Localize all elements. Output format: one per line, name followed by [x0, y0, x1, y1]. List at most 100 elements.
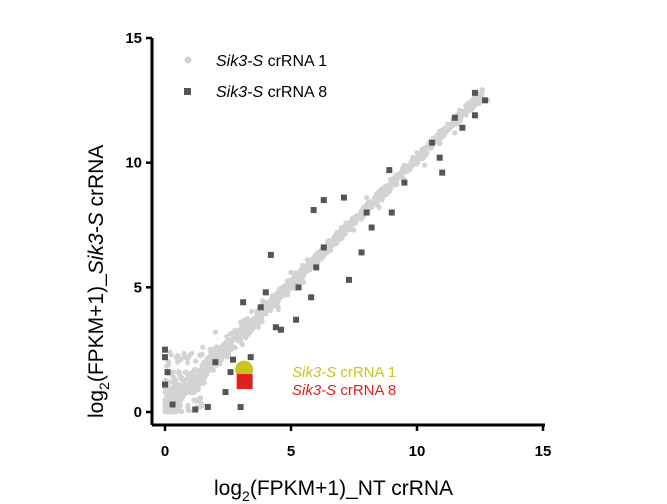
point-crrna1: [203, 358, 209, 364]
point-crrna1: [307, 262, 313, 268]
point-crrna1: [164, 399, 171, 405]
point-crrna1: [189, 369, 195, 375]
point-crrna1: [379, 187, 385, 193]
point-crrna1: [220, 342, 226, 348]
point-crrna1: [199, 351, 205, 357]
point-crrna1: [207, 347, 213, 353]
point-crrna1: [210, 367, 216, 373]
point-crrna1: [452, 130, 458, 136]
point-crrna1: [175, 352, 181, 358]
point-crrna1: [438, 135, 444, 141]
point-crrna1: [288, 269, 294, 275]
point-crrna1: [464, 105, 470, 111]
point-crrna1: [424, 149, 430, 156]
y-tick-label: 15: [125, 30, 142, 47]
point-crrna1: [338, 224, 344, 231]
point-crrna1: [301, 279, 307, 285]
point-crrna1: [287, 282, 294, 288]
point-crrna1: [170, 369, 176, 375]
point-crrna1: [245, 324, 251, 330]
point-crrna1: [193, 358, 199, 364]
point-crrna1: [199, 376, 205, 382]
point-crrna1: [414, 150, 420, 156]
point-crrna8: [240, 299, 247, 306]
point-crrna1: [395, 172, 401, 178]
point-crrna1: [477, 92, 483, 98]
point-crrna8: [247, 354, 254, 361]
point-crrna1: [171, 390, 177, 396]
point-crrna8: [295, 284, 302, 291]
point-crrna8: [230, 356, 237, 363]
highlight-points: [235, 360, 254, 390]
point-crrna1: [337, 234, 343, 240]
point-crrna8: [386, 167, 393, 174]
point-crrna8: [345, 276, 352, 283]
point-crrna1: [182, 369, 188, 375]
point-crrna1: [199, 402, 205, 408]
point-crrna1: [240, 329, 246, 335]
point-crrna1: [185, 360, 191, 366]
point-crrna8: [164, 369, 171, 376]
point-crrna8: [162, 346, 168, 353]
point-crrna8: [471, 112, 478, 119]
point-crrna1: [385, 186, 391, 193]
point-crrna1: [190, 390, 196, 396]
point-crrna1: [430, 135, 436, 141]
point-crrna1: [170, 374, 176, 380]
x-tick-label: 0: [161, 443, 169, 460]
point-crrna1: [228, 346, 234, 352]
annotations: Sik3-S crRNA 1 Sik3-S crRNA 8: [292, 364, 396, 399]
annotation-crrna1: Sik3-S crRNA 1: [292, 364, 396, 381]
point-crrna1: [207, 357, 213, 363]
point-crrna1: [328, 242, 334, 248]
point-crrna8: [310, 207, 317, 214]
point-crrna1: [419, 151, 425, 157]
point-crrna8: [388, 209, 395, 216]
point-crrna1: [191, 383, 197, 389]
series-crrna8-points: [162, 89, 489, 413]
point-crrna8: [262, 289, 269, 296]
point-crrna1: [224, 334, 230, 340]
point-crrna1: [392, 182, 398, 188]
point-crrna1: [410, 154, 416, 160]
point-crrna1: [447, 125, 453, 131]
point-crrna1: [165, 403, 171, 410]
x-tick-label: 10: [409, 443, 426, 460]
point-crrna1: [479, 87, 485, 93]
point-crrna1: [376, 204, 382, 211]
point-crrna1: [188, 376, 194, 382]
point-crrna1: [165, 362, 172, 368]
highlight-point-crrna8: [236, 374, 253, 390]
point-crrna1: [191, 397, 197, 403]
point-crrna1: [269, 293, 275, 299]
point-crrna8: [482, 97, 489, 104]
point-crrna1: [276, 297, 282, 303]
y-tick-label: 0: [134, 404, 142, 421]
point-crrna8: [237, 404, 244, 411]
point-crrna1: [175, 385, 181, 391]
point-crrna8: [439, 169, 446, 176]
point-crrna8: [368, 224, 375, 231]
point-crrna1: [340, 229, 346, 235]
point-crrna1: [472, 98, 478, 105]
point-crrna1: [439, 127, 445, 133]
series-crrna1-points: [162, 87, 491, 415]
point-crrna1: [175, 359, 181, 365]
point-crrna1: [175, 369, 181, 376]
point-crrna1: [282, 288, 288, 294]
point-crrna1: [192, 378, 198, 384]
point-crrna8: [320, 197, 327, 204]
point-crrna1: [414, 157, 420, 163]
point-crrna1: [356, 213, 362, 219]
y-axis-title: log2(FPKM+1)_Sik3-S crRNA: [85, 145, 112, 418]
point-crrna1: [250, 317, 256, 323]
point-crrna1: [165, 408, 171, 414]
point-crrna8: [192, 406, 199, 413]
point-crrna1: [181, 382, 187, 388]
point-crrna8: [272, 324, 279, 331]
y-tick-label: 10: [125, 155, 142, 172]
point-crrna1: [170, 408, 177, 415]
point-crrna1: [245, 332, 251, 338]
point-crrna1: [169, 379, 176, 385]
y-tick-label: 5: [134, 279, 142, 296]
